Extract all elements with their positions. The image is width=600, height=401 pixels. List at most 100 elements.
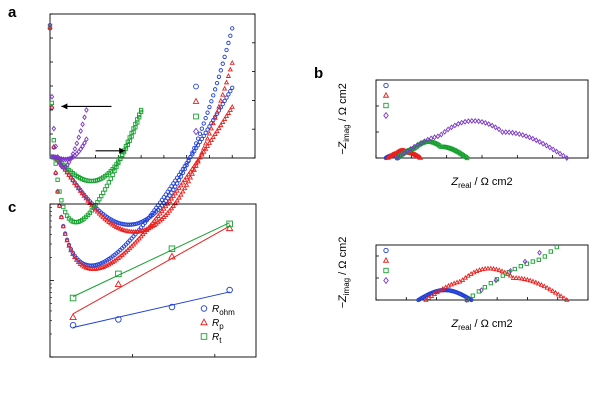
iv-point-a-1 xyxy=(184,174,190,180)
power-point-a-2 xyxy=(131,129,136,135)
power-point-a-0 xyxy=(197,131,203,136)
iv-point-a-0 xyxy=(165,189,170,194)
iv-point-a-3 xyxy=(66,159,72,166)
iv-point-a-0 xyxy=(197,139,203,145)
power-point-a-0 xyxy=(209,99,214,104)
nyquist-point-b_bottom-3 xyxy=(537,249,542,256)
nyquist-point-b_bottom-1 xyxy=(496,267,502,273)
nyquist-point-b_bottom-1 xyxy=(507,272,514,278)
asr-point-c-0 xyxy=(115,316,122,323)
nyquist-point-b_top-2 xyxy=(465,155,470,161)
legend-label-c-1-main: R xyxy=(212,318,219,329)
power-point-a-1 xyxy=(182,185,188,191)
iv-point-a-1 xyxy=(70,251,76,256)
iv-point-a-1 xyxy=(153,215,159,221)
nyquist-point-b_top-3 xyxy=(435,133,441,140)
iv-point-a-3 xyxy=(57,160,62,167)
power-point-a-1 xyxy=(68,174,74,180)
iv-point-a-1 xyxy=(212,131,218,137)
nyquist-point-b_top-3 xyxy=(445,126,451,133)
iv-point-a-3 xyxy=(51,125,57,132)
power-point-a-0 xyxy=(195,136,201,141)
legend-marker-b_top-0 xyxy=(383,82,389,89)
iv-point-a-0 xyxy=(173,178,178,183)
x-axis-label-b_bottom: Zreal / Ω cm2 xyxy=(450,318,512,332)
series-c-1 xyxy=(69,224,234,321)
iv-point-a-1 xyxy=(178,182,184,188)
nyquist-point-b_bottom-1 xyxy=(544,284,550,290)
power-point-a-1 xyxy=(83,195,89,201)
power-point-a-0 xyxy=(207,104,212,110)
legend-label-c-2-sub: t xyxy=(219,336,222,345)
iv-point-a-1 xyxy=(72,254,78,260)
iv-point-a-0 xyxy=(167,186,172,192)
nyquist-point-b_top-3 xyxy=(506,129,512,136)
y-axis-label-b_top-sub: imag xyxy=(342,124,351,141)
iv-point-a-3 xyxy=(61,164,66,171)
iv-point-a-1 xyxy=(225,110,232,115)
iv-point-a-1 xyxy=(221,116,228,122)
series-b_bottom-1 xyxy=(423,265,570,302)
iv-point-a-2 xyxy=(61,204,66,210)
power-point-a-0 xyxy=(178,174,184,179)
power-point-a-0 xyxy=(131,222,136,227)
nyquist-point-b_bottom-1 xyxy=(510,275,516,280)
iv-point-a-0 xyxy=(218,105,223,110)
iv-point-a-1 xyxy=(174,187,180,193)
iv-point-a-1 xyxy=(155,213,161,218)
power-point-a-1 xyxy=(206,130,213,136)
power-point-a-1 xyxy=(73,182,80,188)
chart-b-nyquist-zoom: Zreal / Ω cm2−Zimag / Ω cm2 xyxy=(337,237,589,332)
iv-point-a-2 xyxy=(104,183,110,189)
nyquist-point-b_top-3 xyxy=(401,150,407,157)
nyquist-point-b_bottom-1 xyxy=(519,275,525,281)
nyquist-point-b_top-3 xyxy=(476,118,481,125)
nyquist-point-b_top-3 xyxy=(496,126,502,133)
power-point-a-3 xyxy=(64,156,70,163)
iv-point-a-3 xyxy=(74,140,80,147)
plot-frame-b_bottom xyxy=(375,244,589,301)
iv-point-a-1 xyxy=(47,24,53,30)
iv-point-a-2 xyxy=(59,198,64,203)
power-point-a-3 xyxy=(80,143,85,150)
nyquist-point-b_bottom-1 xyxy=(459,277,466,282)
nyquist-point-b_top-3 xyxy=(479,118,485,125)
iv-point-a-1 xyxy=(161,205,167,211)
iv-point-a-0 xyxy=(199,136,205,142)
power-point-a-0 xyxy=(176,177,182,183)
power-point-a-2 xyxy=(129,134,134,139)
legend-label-c-0-main: R xyxy=(212,304,219,315)
nyquist-point-b_top-3 xyxy=(544,142,549,149)
x-axis-label-b_top: Zreal / Ω cm2 xyxy=(450,176,512,190)
power-point-a-0 xyxy=(171,187,176,192)
asr-point-c-2 xyxy=(115,270,122,278)
iv-point-a-0 xyxy=(220,101,225,107)
nyquist-point-b_top-3 xyxy=(540,140,546,147)
power-point-a-1 xyxy=(199,149,205,155)
nyquist-point-b_bottom-1 xyxy=(530,278,536,284)
iv-point-a-1 xyxy=(81,263,87,269)
nyquist-point-b_bottom-1 xyxy=(564,297,570,302)
power-point-a-1 xyxy=(111,222,118,228)
legend-label-c-0: Rohm xyxy=(212,304,235,317)
nyquist-point-b_bottom-3 xyxy=(522,258,528,265)
series-b_top-3 xyxy=(394,117,570,161)
legend-marker-a-2 xyxy=(193,113,199,120)
nyquist-point-b_bottom-1 xyxy=(547,286,553,292)
nyquist-point-b_top-3 xyxy=(408,145,414,152)
iv-point-a-1 xyxy=(60,223,66,229)
nyquist-point-b_top-3 xyxy=(486,121,492,128)
power-point-a-1 xyxy=(174,197,180,203)
panel-label-b: b xyxy=(314,65,323,82)
y-axis-label-b_top: −Zimag / Ω cm2 xyxy=(337,83,351,155)
nyquist-point-b_top-3 xyxy=(537,138,542,145)
nyquist-point-b_top-3 xyxy=(500,129,505,136)
legend-marker-b_top-1 xyxy=(382,91,390,98)
iv-point-a-1 xyxy=(208,137,214,142)
iv-point-a-2 xyxy=(108,176,113,181)
legend-marker-c-1 xyxy=(200,318,208,326)
iv-point-a-0 xyxy=(222,98,227,104)
nyquist-point-b_top-3 xyxy=(530,135,536,142)
legend-marker-c-2 xyxy=(200,333,208,340)
